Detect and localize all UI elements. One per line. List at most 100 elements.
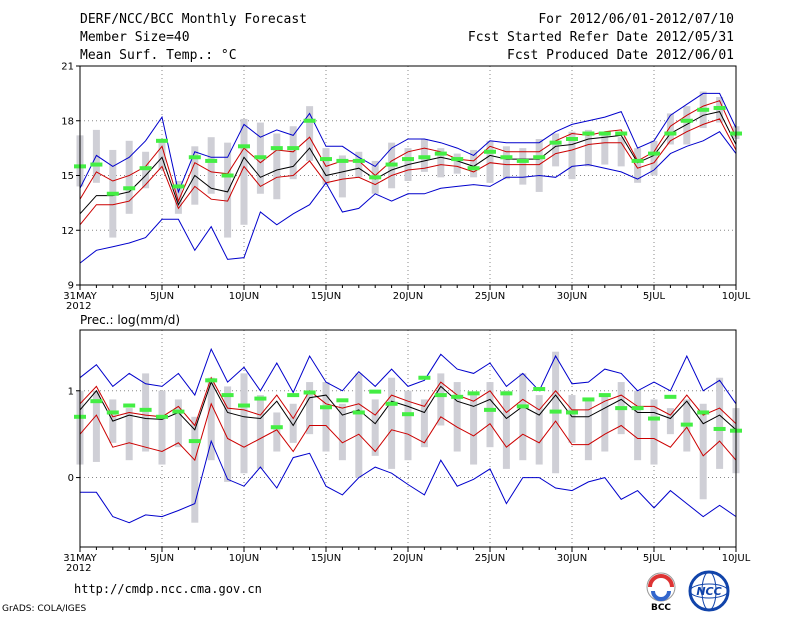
spread-box (322, 382, 330, 452)
observed-marker (451, 157, 464, 162)
observed-marker (123, 186, 136, 191)
spread-box (256, 395, 264, 469)
spread-box (470, 149, 478, 178)
spread-box (519, 148, 527, 185)
ncc-logo-text: NCC (696, 585, 721, 598)
observed-marker (648, 151, 660, 156)
spread-box (568, 395, 576, 443)
grads-credit: GrADS: COLA/IGES (2, 604, 87, 614)
observed-marker (303, 390, 316, 395)
observed-marker (352, 158, 365, 163)
spread-box (666, 408, 674, 435)
series-line-inner (79, 100, 737, 203)
spread-box (191, 416, 199, 523)
spread-box (420, 399, 428, 448)
spread-box (601, 395, 609, 452)
spread-box (142, 373, 150, 452)
spread-box (502, 146, 510, 180)
spread-box (453, 153, 461, 174)
x-tick-label: 20JUN (393, 291, 423, 302)
spread-box (273, 133, 281, 200)
series-line-inner (79, 402, 737, 462)
ncc-logo: NCC (688, 570, 730, 612)
spread-box (174, 180, 182, 214)
spread-box (306, 382, 314, 435)
observed-marker (303, 118, 316, 123)
observed-marker (221, 393, 234, 398)
x-tick-label: 31MAY (63, 553, 97, 564)
x-tick-label: 25JUN (475, 291, 505, 302)
precip-title: Prec.: log(mm/d) (80, 313, 180, 327)
x-tick-label: 5JUN (150, 291, 174, 302)
series-line-outer (80, 439, 737, 524)
spread-box (502, 390, 510, 469)
spread-box (552, 133, 560, 167)
observed-marker (549, 409, 562, 414)
spread-box (634, 148, 642, 183)
series-line-outer (79, 92, 737, 194)
source-url[interactable]: http://cmdp.ncc.cma.gov.cn (74, 582, 262, 596)
spread-box (437, 373, 445, 426)
x-tick-label: 10JUL (722, 291, 751, 302)
member-size: Member Size=40 (80, 30, 190, 45)
observed-marker (631, 158, 644, 163)
spread-box (666, 113, 674, 145)
spread-box (207, 137, 215, 194)
spread-box (584, 399, 592, 461)
y-tick-label: 0 (68, 473, 74, 484)
observed-marker (320, 405, 332, 410)
observed-marker (106, 410, 119, 415)
observed-marker (434, 393, 447, 398)
observed-marker (287, 393, 300, 398)
observed-marker (254, 155, 267, 160)
observed-marker (156, 414, 168, 419)
x-tick-label: 5JUL (643, 291, 666, 302)
x-tick-label: 30JUN (557, 553, 587, 564)
x-tick-label: 5JUN (150, 553, 174, 564)
observed-marker (664, 394, 677, 399)
observed-marker (697, 410, 710, 415)
observed-marker (434, 151, 447, 156)
spread-box (650, 140, 658, 176)
year-label: 2012 (66, 563, 91, 574)
observed-marker (680, 118, 693, 123)
observed-marker (566, 410, 578, 415)
x-tick-label: 31MAY (63, 291, 97, 302)
series-line-outer (79, 347, 737, 405)
spread-box (404, 390, 412, 461)
observed-marker (221, 173, 234, 178)
observed-marker (205, 378, 218, 383)
observed-marker (336, 158, 349, 163)
observed-marker (238, 144, 250, 149)
observed-marker (664, 131, 677, 136)
bcc-logo: BCC (646, 572, 676, 612)
observed-marker (631, 406, 644, 411)
spread-box (289, 126, 297, 180)
observed-marker (418, 375, 431, 380)
spread-box (699, 403, 707, 500)
spread-box (289, 403, 297, 443)
spread-box (453, 382, 461, 452)
spread-box (158, 390, 166, 465)
observed-marker (516, 404, 529, 409)
spread-box (470, 395, 478, 465)
series-line-mean (79, 380, 737, 431)
temperature-panel: 9 12 15 18 21 31MAY 5JUN 10JUN 15JUN 20JUN 25JUN 30… (61, 62, 750, 313)
spread-box (224, 386, 232, 482)
observed-marker (90, 399, 103, 404)
series-line-outer (79, 131, 737, 264)
observed-marker (697, 107, 710, 112)
spread-box (535, 395, 543, 465)
spread-box (306, 106, 314, 161)
observed-marker (713, 105, 726, 110)
observed-marker (598, 131, 611, 136)
spread-box (617, 137, 625, 167)
spread-box (273, 412, 281, 452)
spread-box (158, 139, 166, 171)
observed-marker (172, 184, 185, 189)
spread-box (486, 140, 494, 183)
spread-box (240, 118, 248, 225)
observed-marker (615, 406, 628, 411)
x-tick-label: 30JUN (557, 291, 587, 302)
